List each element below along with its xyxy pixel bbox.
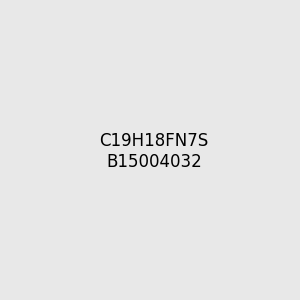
Text: C19H18FN7S
B15004032: C19H18FN7S B15004032 bbox=[99, 132, 208, 171]
